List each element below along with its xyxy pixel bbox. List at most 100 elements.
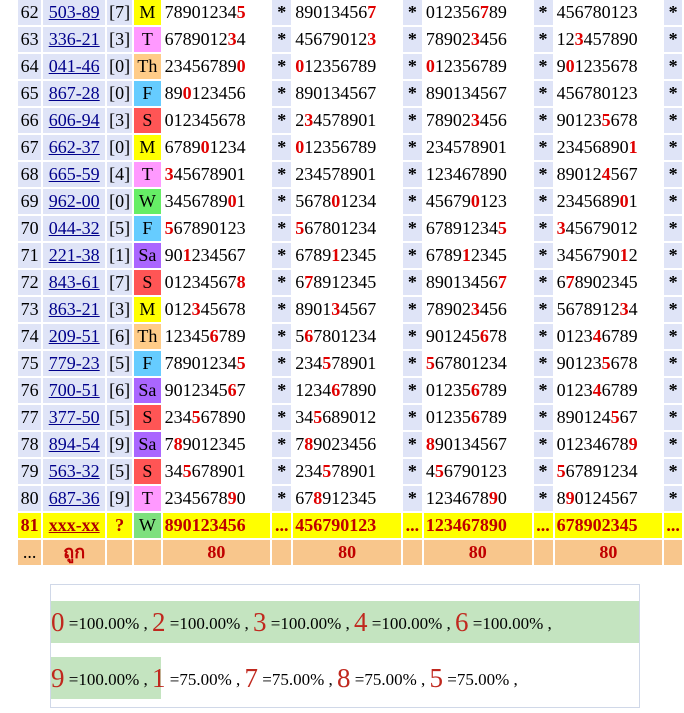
stat-percent: =75.00% (354, 670, 417, 689)
draw-code-link[interactable]: 563-32 (48, 461, 100, 481)
draw-code-link[interactable]: 662-37 (48, 137, 100, 157)
draw-code-link[interactable]: 779-23 (48, 353, 100, 373)
separator-mark: * (664, 54, 682, 81)
stats-highlight-band-2 (51, 657, 161, 699)
draw-code-link[interactable]: 962-00 (48, 191, 100, 211)
day-badge: W (134, 513, 161, 540)
draw-code-link[interactable]: 209-51 (48, 326, 100, 346)
day-badge: F (134, 81, 161, 108)
separator-mark: * (664, 81, 682, 108)
day-badge: F (134, 351, 161, 378)
highlight-digit: 0 (425, 56, 435, 76)
number-set: 678912345 (293, 243, 401, 270)
stat-percent: =75.00% (262, 670, 325, 689)
group-tag: [0] (107, 189, 133, 216)
highlight-digit: 0 (227, 191, 237, 211)
draw-code-link[interactable]: 041-46 (48, 56, 100, 76)
highlight-digit: 3 (470, 110, 480, 130)
number-set: 890124567 (554, 162, 663, 189)
number-set: 012345678 (162, 108, 271, 135)
number-set: 678901234 (162, 135, 271, 162)
separator-mark: * (402, 297, 422, 324)
draw-code-link[interactable]: 503-89 (48, 2, 100, 22)
draw-code-link[interactable]: 867-28 (48, 83, 100, 103)
separator-mark: * (664, 297, 682, 324)
draw-code-link[interactable]: 700-51 (48, 380, 100, 400)
number-set: 789023456 (293, 432, 401, 459)
draw-code-link[interactable]: 687-36 (48, 488, 100, 508)
draw-code-link[interactable]: 221-38 (48, 245, 100, 265)
highlight-digit: 0 (236, 56, 246, 76)
separator-mark: * (533, 108, 553, 135)
number-set: 123467890 (423, 162, 532, 189)
separator-mark: * (533, 135, 553, 162)
row-number: 81 (18, 513, 42, 540)
draw-code-link[interactable]: 044-32 (48, 218, 100, 238)
draw-code-link[interactable]: 894-54 (48, 434, 100, 454)
separator-mark: * (664, 0, 682, 27)
stat-comma: , (240, 614, 253, 633)
draw-code-link[interactable]: 665-59 (48, 164, 100, 184)
summary-blank (134, 540, 161, 567)
draw-code: 894-54 (43, 432, 106, 459)
highlight-digit: 5 (191, 407, 201, 427)
stat-comma: , (139, 670, 152, 689)
highlight-digit: 6 (209, 326, 219, 346)
highlight-digit: 0 (295, 56, 305, 76)
highlight-digit: 0 (470, 191, 480, 211)
draw-code-link[interactable]: 843-61 (48, 272, 100, 292)
separator-mark: * (272, 459, 292, 486)
separator-mark: * (402, 81, 422, 108)
row-number: 71 (18, 243, 42, 270)
number-set: 234578901 (293, 351, 401, 378)
highlight-digit: 0 (200, 137, 210, 157)
highlight-digit: 3 (470, 29, 480, 49)
separator-mark: * (402, 27, 422, 54)
day-badge: Sa (134, 243, 161, 270)
stat-item: 5 =75.00% (430, 663, 510, 693)
group-tag: [5] (107, 459, 133, 486)
stats-highlight-band-1 (51, 601, 639, 643)
draw-code: 377-50 (43, 405, 106, 432)
highlight-digit: 3 (227, 29, 237, 49)
row-number: 67 (18, 135, 42, 162)
draw-code: 044-32 (43, 216, 106, 243)
highlight-digit: 5 (556, 461, 566, 481)
day-badge: M (134, 0, 161, 27)
draw-code: 209-51 (43, 324, 106, 351)
highlight-digit: 3 (367, 29, 377, 49)
separator-mark: * (533, 216, 553, 243)
number-set: 123456789 (162, 324, 271, 351)
draw-code: 843-61 (43, 270, 106, 297)
results-body: 62 503-89 [7] M 789012345 * 890134567 * 01235678… (18, 0, 682, 567)
separator-mark: ... (402, 513, 422, 540)
draw-code-link[interactable]: xxx-xx (48, 515, 100, 535)
separator-mark: * (272, 324, 292, 351)
draw-code-link[interactable]: 377-50 (48, 407, 100, 427)
stat-percent: =75.00% (169, 670, 232, 689)
separator-mark: * (664, 189, 682, 216)
separator-mark: * (272, 270, 292, 297)
draw-code: 700-51 (43, 378, 106, 405)
separator-mark: * (533, 405, 553, 432)
highlight-digit: 3 (164, 164, 174, 184)
draw-code-link[interactable]: 336-21 (48, 29, 100, 49)
highlight-digit: 5 (322, 461, 332, 481)
number-set: 567891234 (554, 297, 663, 324)
highlight-digit: 5 (434, 461, 444, 481)
highlight-digit: 5 (295, 218, 305, 238)
separator-mark: * (272, 486, 292, 513)
group-tag: [0] (107, 54, 133, 81)
number-set: 123467890 (293, 378, 401, 405)
group-tag: [0] (107, 135, 133, 162)
number-set: 234578901 (293, 108, 401, 135)
highlight-digit: 7 (304, 272, 314, 292)
separator-mark: * (402, 459, 422, 486)
draw-code-link[interactable]: 863-21 (48, 299, 100, 319)
draw-code-link[interactable]: 606-94 (48, 110, 100, 130)
number-set: 678901234 (162, 27, 271, 54)
highlight-digit: 3 (331, 299, 341, 319)
highlight-digit: 5 (425, 353, 435, 373)
highlight-digit: 3 (574, 29, 584, 49)
separator-mark: * (272, 54, 292, 81)
